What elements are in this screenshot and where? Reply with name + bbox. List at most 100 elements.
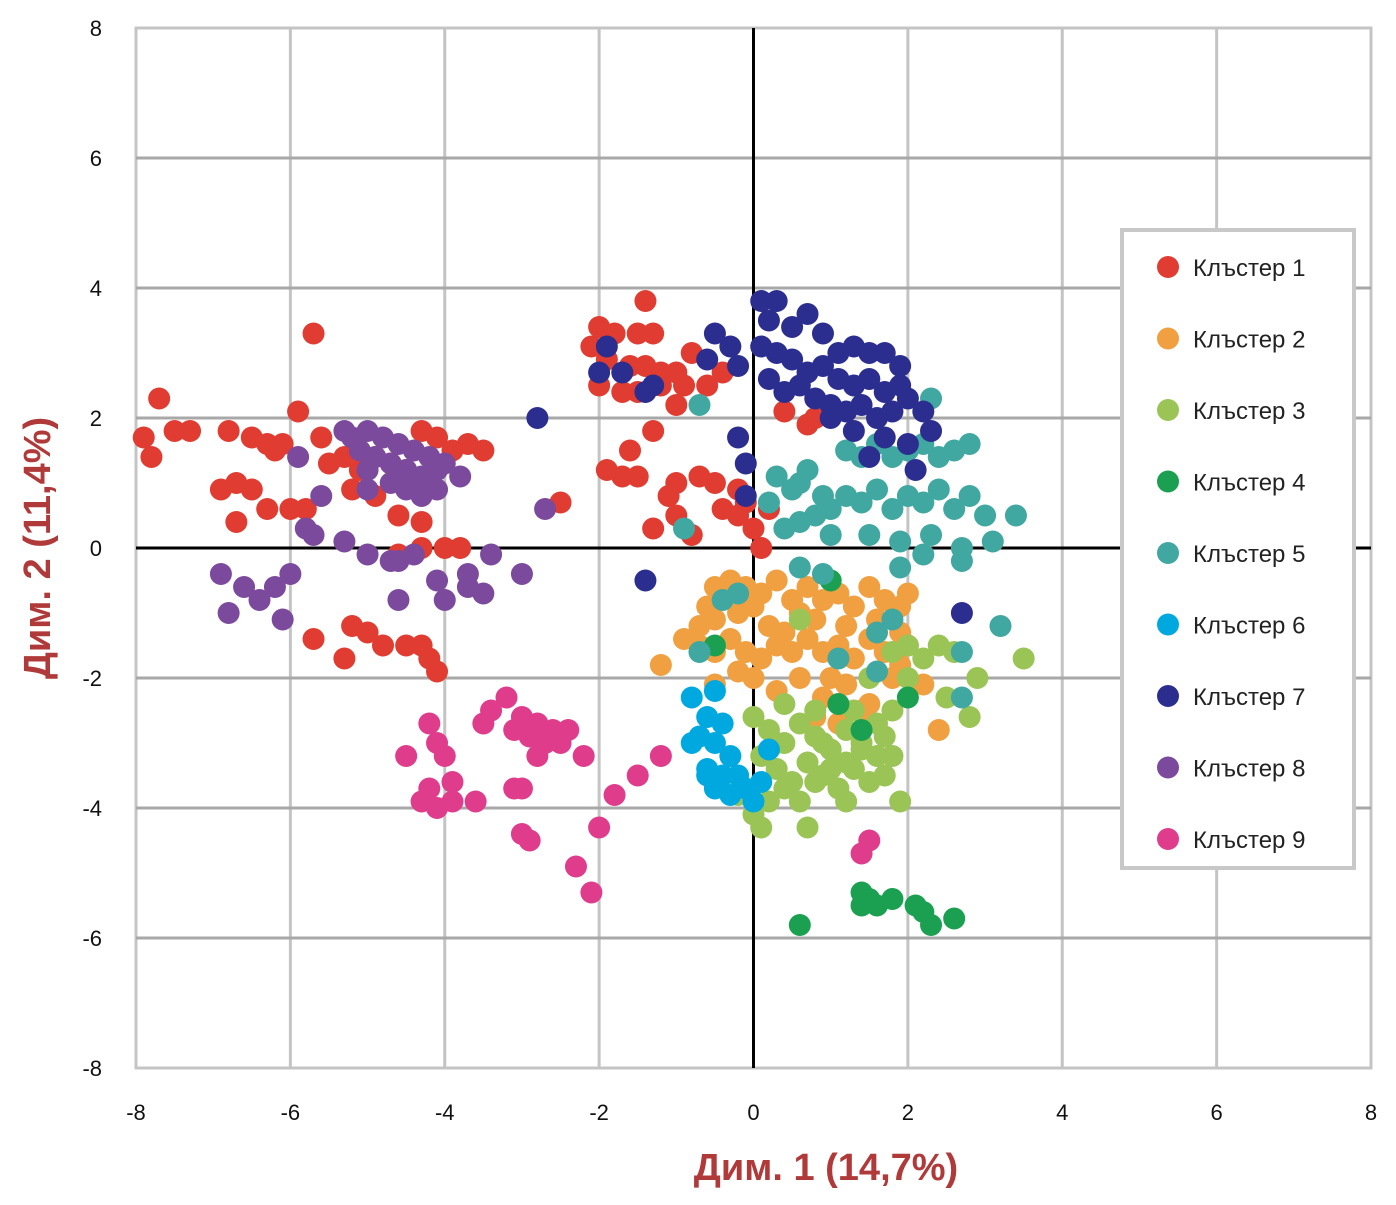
data-point [549, 732, 572, 754]
data-point [750, 771, 773, 793]
legend-marker [1157, 828, 1179, 850]
data-point [765, 465, 788, 488]
data-point [958, 706, 981, 728]
data-point [1004, 504, 1027, 527]
data-point [433, 589, 456, 611]
data-point [1012, 647, 1035, 670]
legend-marker [1157, 685, 1179, 707]
y-tick-label: -8 [82, 1056, 102, 1081]
data-point [757, 309, 780, 332]
data-point [387, 550, 410, 572]
y-tick-label: 0 [90, 536, 102, 561]
data-point [395, 745, 418, 767]
data-point [310, 485, 333, 507]
data-point [742, 517, 765, 540]
data-point [920, 524, 943, 546]
data-point [873, 725, 896, 748]
legend-marker [1157, 327, 1179, 350]
legend: Клъстер 1 Клъстер 2 Клъстер 3 Клъстер 4 Клъс… [1120, 228, 1356, 870]
data-point [456, 563, 479, 585]
legend-label: Клъстер 4 [1193, 470, 1305, 497]
data-point [896, 686, 919, 709]
data-point [835, 719, 858, 741]
data-point [217, 602, 240, 624]
data-point [781, 348, 804, 371]
data-point [819, 407, 842, 429]
data-point [835, 790, 858, 813]
legend-marker [1157, 542, 1179, 564]
data-point [603, 784, 626, 806]
data-point [750, 647, 773, 670]
data-point [426, 459, 449, 481]
data-point [665, 394, 688, 416]
data-point [927, 719, 950, 741]
data-point [426, 660, 449, 683]
y-tick-label: -2 [82, 666, 102, 691]
data-point [703, 732, 726, 754]
data-point [727, 355, 750, 377]
data-point [881, 699, 904, 722]
legend-label: Клъстер 9 [1193, 827, 1305, 854]
data-point [727, 504, 750, 527]
data-point [850, 394, 873, 416]
data-point [889, 530, 912, 553]
data-point [896, 667, 919, 689]
legend-label: Клъстер 5 [1193, 541, 1305, 568]
x-tick-label: -4 [435, 1100, 455, 1125]
data-point [310, 426, 333, 449]
x-tick-label: -2 [589, 1100, 609, 1125]
x-tick-label: 4 [1056, 1100, 1068, 1125]
data-point [788, 790, 811, 813]
data-point [781, 316, 804, 338]
data-point [426, 426, 449, 449]
data-point [788, 374, 811, 397]
data-point [356, 543, 379, 566]
data-point [750, 290, 773, 312]
data-point [727, 426, 750, 449]
data-point [132, 426, 155, 449]
legend-label: Клъстер 6 [1193, 613, 1305, 640]
data-point [395, 634, 418, 657]
data-point [356, 478, 379, 501]
data-point [634, 290, 657, 312]
x-axis-title: Дим. 1 (14,7%) [694, 1147, 958, 1189]
data-point [912, 543, 935, 566]
data-point [850, 894, 873, 917]
data-point [827, 693, 850, 715]
data-point [588, 816, 611, 839]
tick-labels: -8 -6 -4 -2 0 2 4 6 8 8 6 4 2 0 -2 -4 -6 -8 [82, 16, 1377, 1125]
data-point [688, 641, 711, 663]
data-point [634, 569, 657, 592]
data-point [796, 413, 819, 436]
data-point [742, 595, 765, 618]
data-point [920, 914, 943, 936]
data-point [263, 576, 286, 598]
data-point [240, 478, 263, 501]
data-point [873, 764, 896, 787]
data-point [858, 342, 881, 364]
data-point [757, 491, 780, 514]
data-point [750, 816, 773, 839]
data-point [912, 491, 935, 514]
data-point [649, 654, 672, 676]
data-point [989, 615, 1012, 637]
data-point [580, 335, 603, 358]
y-tick-label: 6 [90, 146, 102, 171]
data-point [441, 771, 464, 793]
data-point [302, 322, 325, 345]
data-point [588, 361, 611, 384]
data-point [920, 420, 943, 442]
data-point [811, 355, 834, 377]
data-point [788, 608, 811, 631]
x-tick-label: 6 [1211, 1100, 1223, 1125]
data-point [387, 504, 410, 527]
data-point [781, 641, 804, 663]
data-point [873, 426, 896, 449]
data-point [858, 368, 881, 390]
data-point [449, 537, 472, 559]
data-point [858, 576, 881, 598]
data-point [927, 478, 950, 501]
x-tick-label: -8 [126, 1100, 146, 1125]
data-point [387, 589, 410, 611]
